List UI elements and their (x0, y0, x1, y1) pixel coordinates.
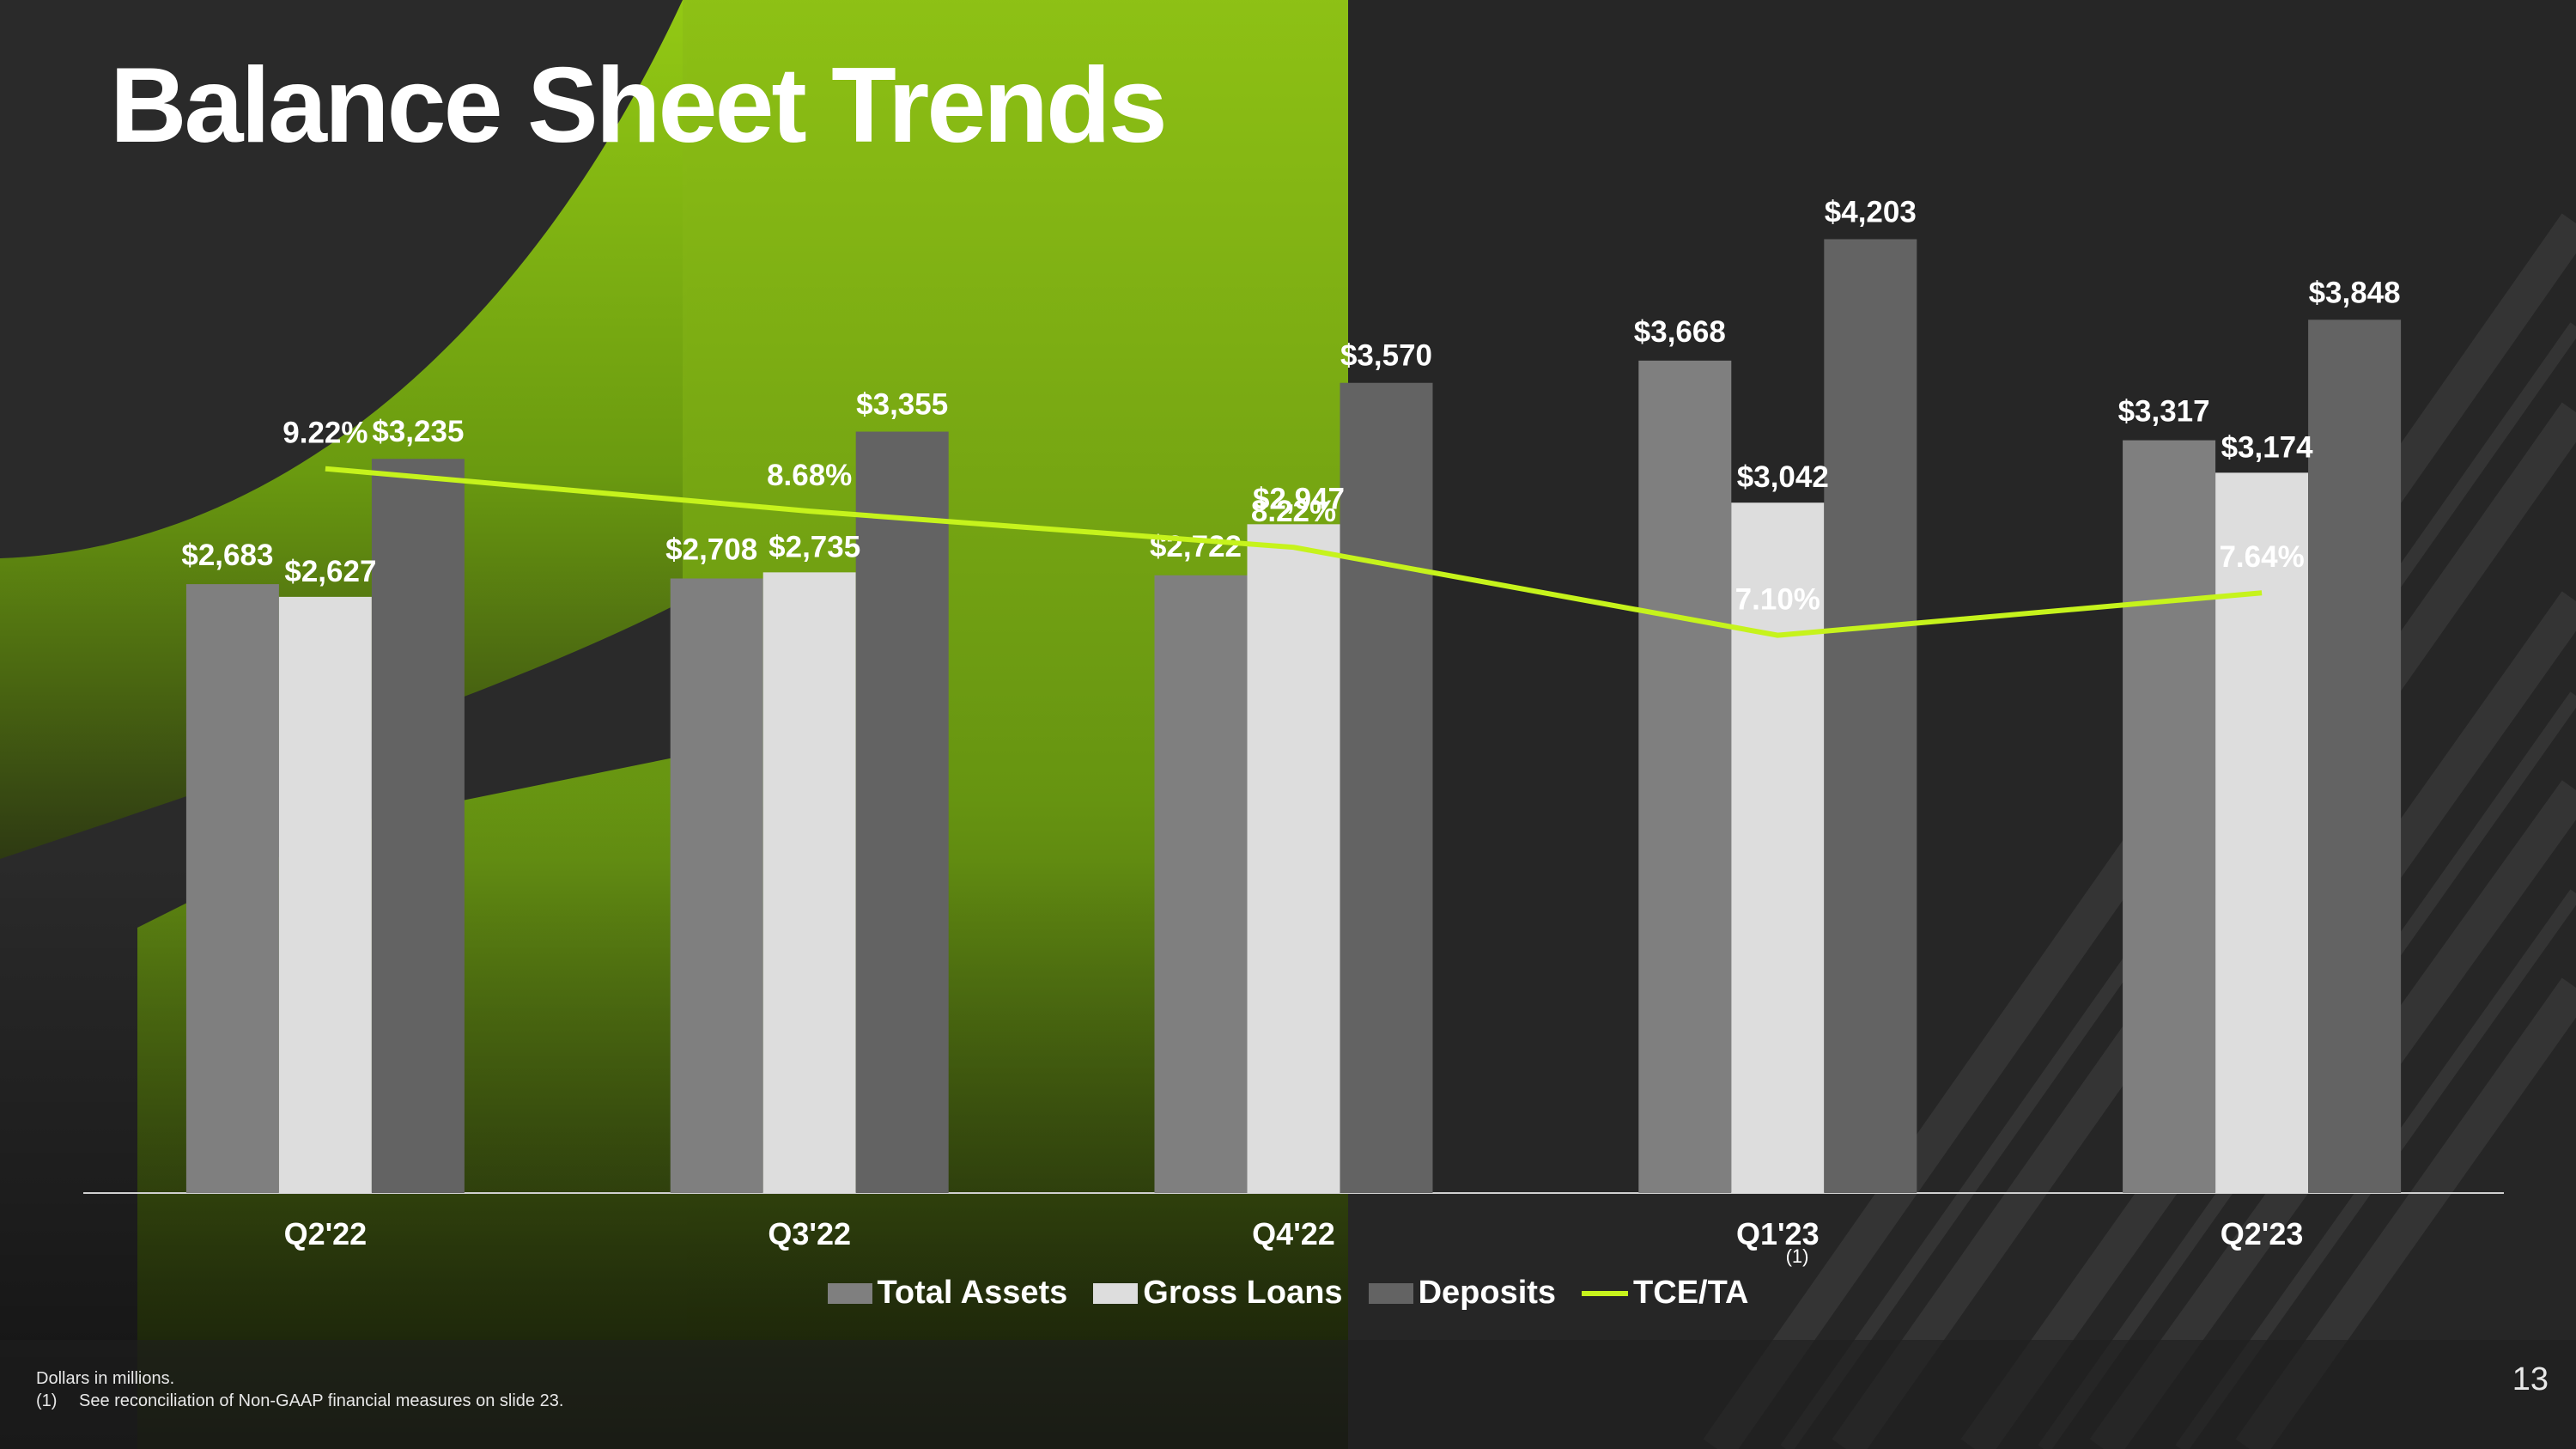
bar-deposits (1824, 239, 1917, 1193)
data-label-total-assets: $3,317 (2118, 395, 2210, 429)
bar-gross-loans (1247, 524, 1340, 1193)
page-title: Balance Sheet Trends (110, 46, 1168, 165)
data-label-gross-loans: $2,735 (769, 530, 860, 563)
x-tick-label: Q3'22 (768, 1216, 851, 1251)
chart-legend: Total Assets Gross Loans Deposits TCE/TA… (0, 1245, 2576, 1312)
footnote-text: Dollars in millions. (36, 1369, 175, 1388)
bar-deposits (371, 459, 465, 1193)
data-label-deposits: $3,355 (856, 388, 948, 422)
legend-swatch-tce-ta (1582, 1290, 1629, 1296)
data-label-deposits: $3,848 (2309, 276, 2401, 309)
legend-label-deposits: Deposits (1418, 1275, 1557, 1311)
legend-label-total-assets: Total Assets (877, 1275, 1068, 1311)
bar-total-assets (1638, 360, 1732, 1193)
line-tce-ta (325, 466, 2263, 638)
bar-deposits (1340, 382, 1433, 1193)
legend-swatch-total-assets (827, 1282, 872, 1304)
data-label-gross-loans: $2,627 (284, 555, 376, 588)
bar-total-assets (2123, 440, 2216, 1193)
bar-deposits (855, 431, 949, 1194)
data-label-tce-ta: 8.22% (1251, 495, 1336, 528)
data-label-gross-loans: $2,947 (1253, 482, 1345, 515)
data-label-tce-ta: 7.10% (1735, 583, 1820, 617)
data-label-gross-loans: $3,174 (2221, 430, 2314, 464)
x-tick-label: Q4'22 (1252, 1216, 1335, 1251)
legend-item-deposits: Deposits (1368, 1275, 1557, 1312)
footnotes: Dollars in millions. (1) See reconciliat… (36, 1367, 563, 1412)
data-label-deposits: $3,570 (1340, 339, 1432, 373)
legend-item-tce-ta: TCE/TA (1) (1582, 1245, 1808, 1312)
data-label-deposits: $3,235 (372, 415, 464, 448)
bar-total-assets (185, 584, 279, 1193)
x-tick-label: Q2'23 (2221, 1216, 2304, 1251)
data-label-gross-loans: $3,042 (1737, 460, 1829, 494)
data-label-total-assets: $2,708 (665, 533, 757, 566)
data-label-tce-ta: 9.22% (283, 417, 368, 450)
x-tick-label: Q1'23 (1736, 1216, 1820, 1251)
footnote-text: See reconciliation of Non-GAAP financial… (79, 1391, 564, 1410)
bar-gross-loans (762, 572, 856, 1193)
data-label-tce-ta: 7.64% (2219, 540, 2304, 574)
bar-deposits (2308, 320, 2402, 1193)
legend-label-tce-ta: TCE/TA (1633, 1275, 1749, 1311)
footnote-row: Dollars in millions. (36, 1367, 563, 1390)
legend-superscript: (1) (1785, 1245, 1809, 1267)
bar-gross-loans (2215, 472, 2309, 1193)
bar-total-assets (670, 578, 763, 1193)
legend-swatch-deposits (1368, 1282, 1413, 1304)
bar-gross-loans (278, 596, 372, 1193)
data-label-total-assets: $2,683 (181, 539, 273, 572)
bar-total-assets (1154, 575, 1248, 1193)
data-label-total-assets: $3,668 (1634, 315, 1726, 349)
page-number: 13 (2512, 1361, 2549, 1397)
data-label-tce-ta: 8.68% (767, 459, 852, 492)
data-label-total-assets: $2,722 (1150, 530, 1242, 563)
footnote-marker: (1) (36, 1391, 58, 1410)
legend-label-gross-loans: Gross Loans (1143, 1275, 1343, 1311)
data-label-deposits: $4,203 (1825, 195, 1917, 228)
legend-item-gross-loans: Gross Loans (1093, 1275, 1343, 1312)
legend-item-total-assets: Total Assets (827, 1275, 1068, 1312)
footnote-row: (1) See reconciliation of Non-GAAP finan… (36, 1390, 563, 1412)
bar-gross-loans (1731, 502, 1825, 1193)
legend-swatch-gross-loans (1093, 1282, 1139, 1304)
x-tick-label: Q2'22 (284, 1216, 368, 1251)
